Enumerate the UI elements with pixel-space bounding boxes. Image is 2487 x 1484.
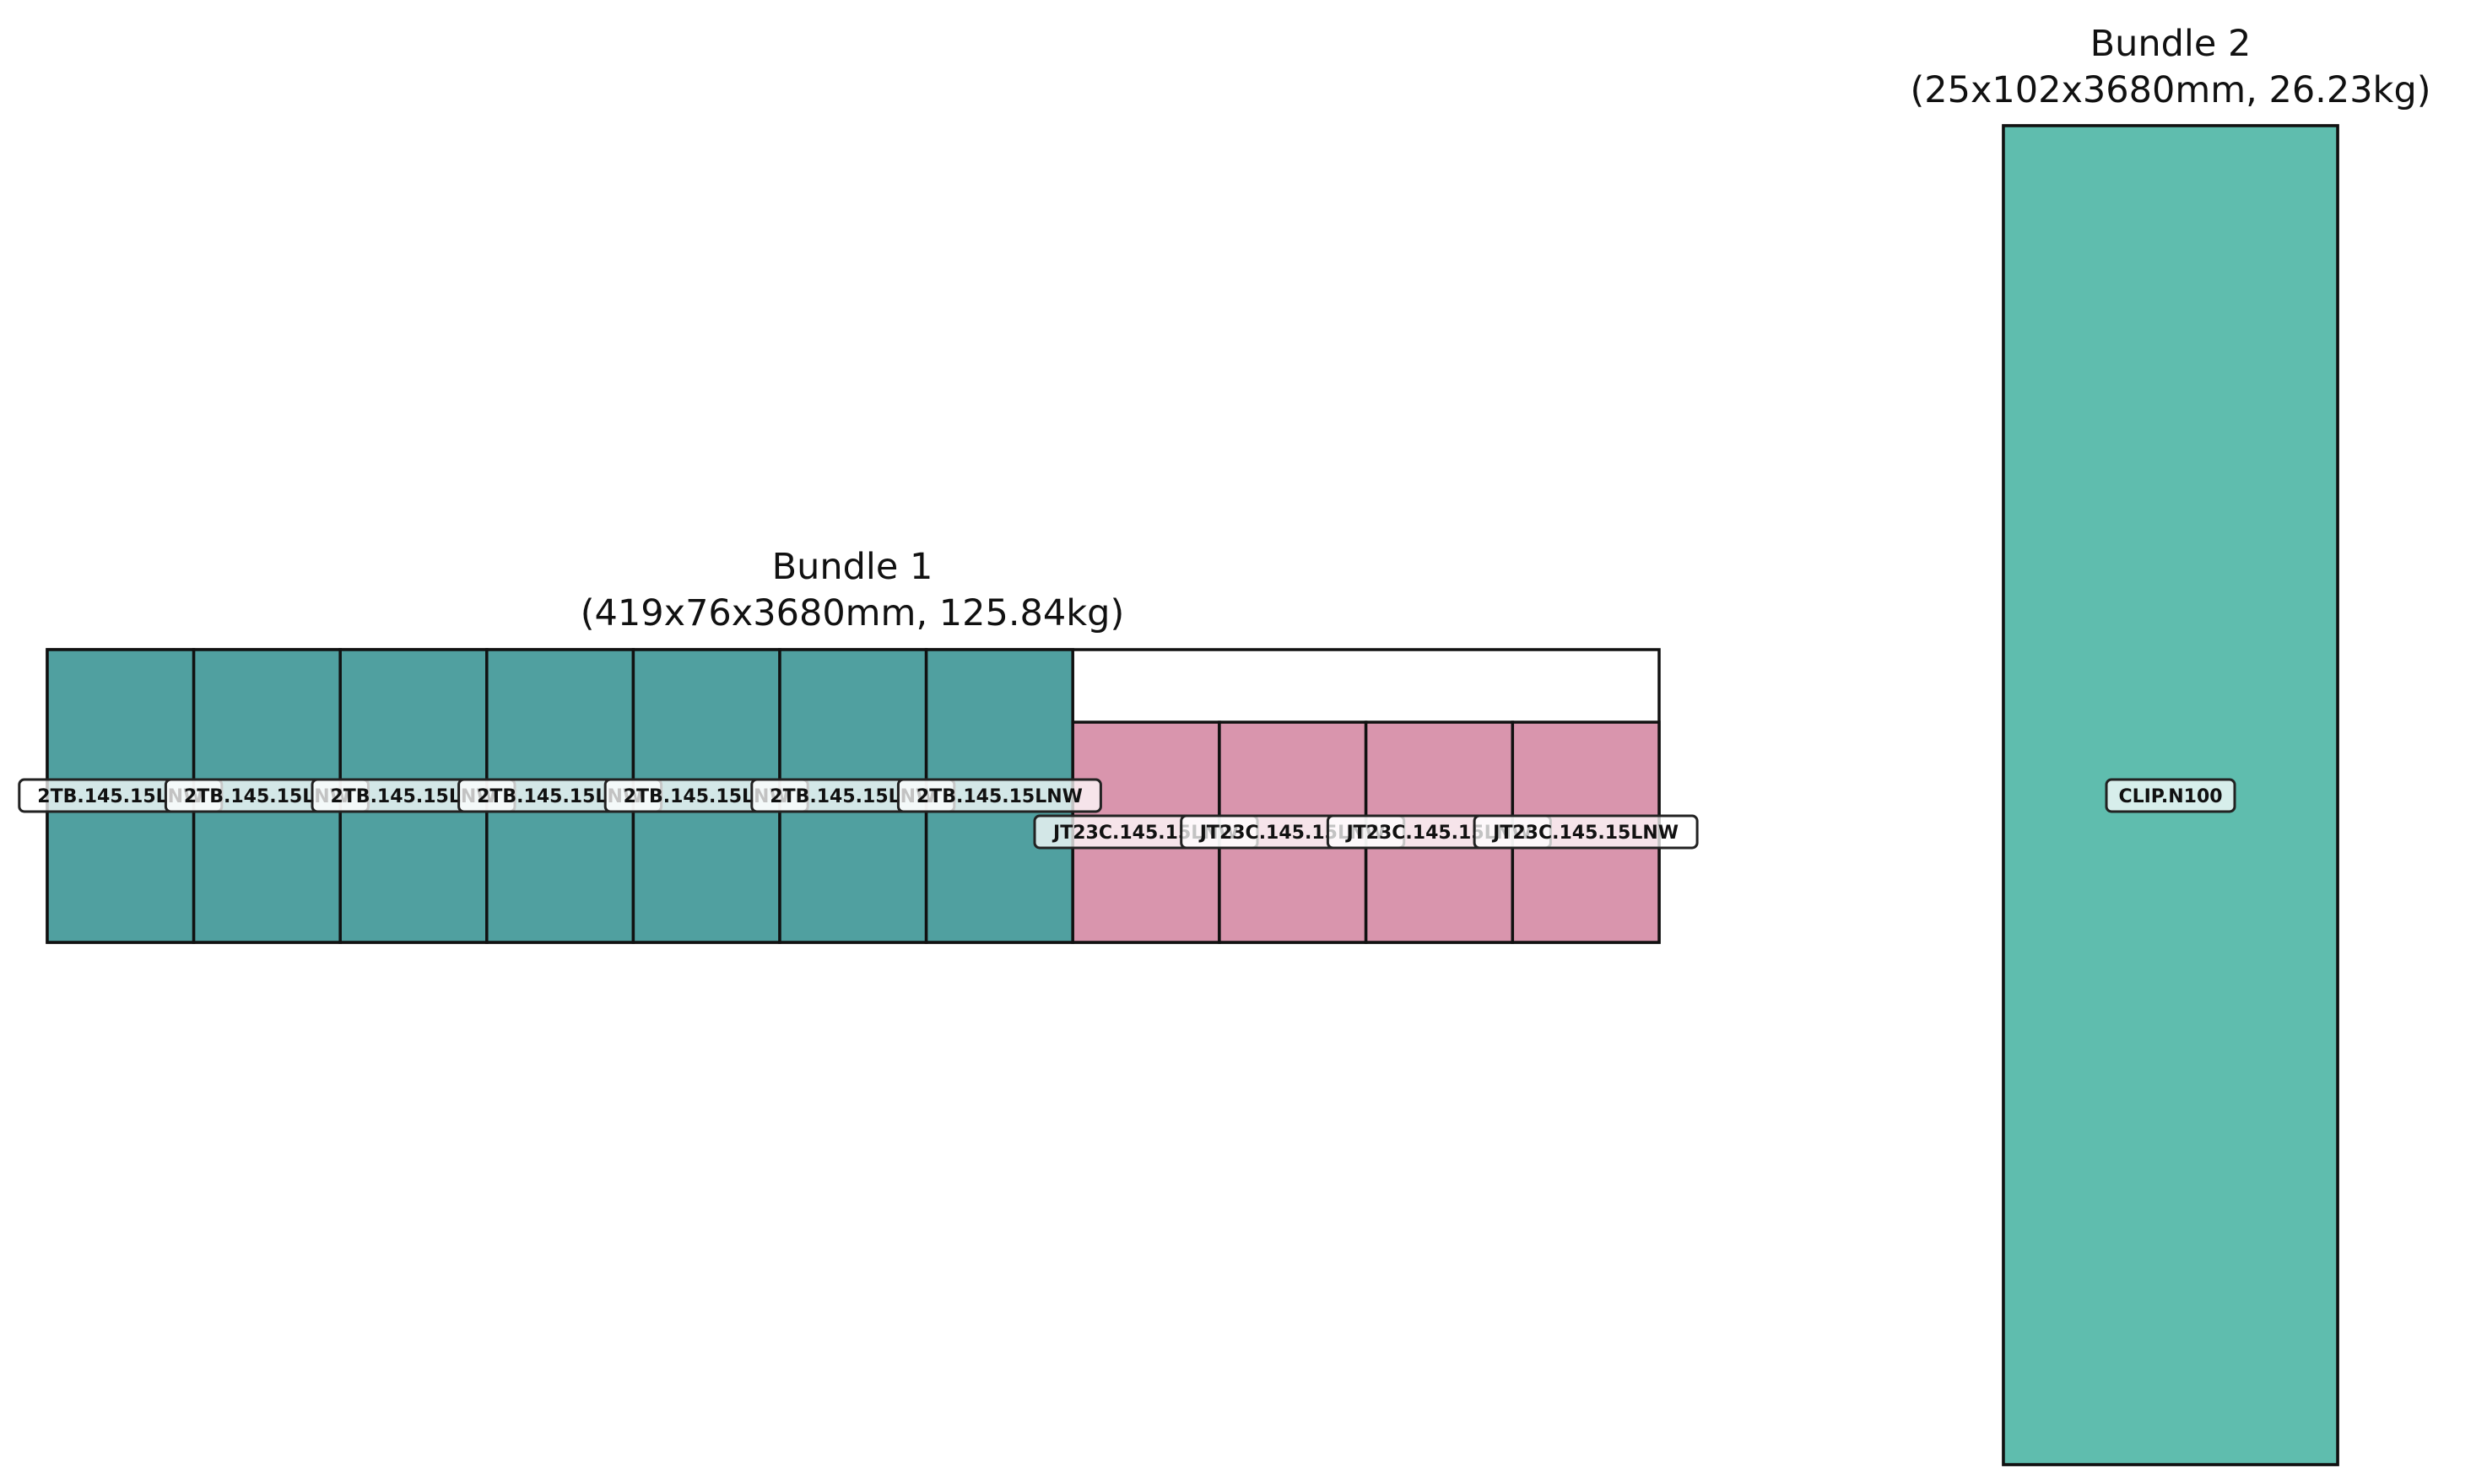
bundle-2: Bundle 2 (25x102x3680mm, 26.23kg) CLIP.N… xyxy=(1910,23,2431,1466)
part-label-text: CLIP.N100 xyxy=(2118,786,2222,807)
bundle-1-title: Bundle 1 xyxy=(772,546,933,588)
bundle-1-row-2-labels: JT23C.145.15LNW JT23C.145.15LNW JT23C.14… xyxy=(1033,814,1699,850)
part-block xyxy=(2002,124,2339,1466)
part-label: CLIP.N100 xyxy=(2105,778,2236,813)
bundle-2-subtitle: (25x102x3680mm, 26.23kg) xyxy=(1910,69,2430,111)
part-label: JT23C.145.15LNW xyxy=(1473,814,1699,850)
bundle-2-title: Bundle 2 xyxy=(2090,23,2252,65)
part-label-text: 2TB.145.15LNW xyxy=(916,786,1083,807)
bundle-1: Bundle 1 (419x76x3680mm, 125.84kg) 2TB.1… xyxy=(18,546,1699,944)
part-label: 2TB.145.15LNW xyxy=(896,778,1102,813)
part-label-text: JT23C.145.15LNW xyxy=(1491,823,1679,844)
bundle-1-row-1-labels: 2TB.145.15LNW 2TB.145.15LNW 2TB.145.15LN… xyxy=(18,778,1102,813)
bundle-1-subtitle: (419x76x3680mm, 125.84kg) xyxy=(581,592,1124,634)
